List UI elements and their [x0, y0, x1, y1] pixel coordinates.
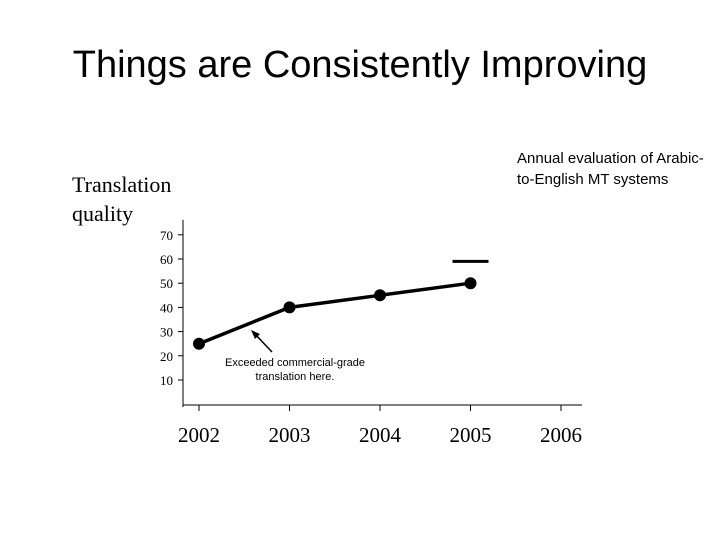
- series-line: [198, 281, 471, 346]
- y-tick-label: 60: [160, 252, 173, 267]
- x-tick-label: 2006: [540, 423, 582, 447]
- slide-title: Things are Consistently Improving: [72, 44, 648, 86]
- x-tick-label: 2005: [450, 423, 492, 447]
- callout-arrow-head: [251, 330, 260, 339]
- y-tick-label: 50: [160, 276, 173, 291]
- x-tick-label: 2002: [178, 423, 220, 447]
- data-point: [193, 337, 205, 350]
- y-tick-label: 30: [160, 325, 173, 340]
- y-tick-label: 20: [160, 349, 173, 364]
- data-point: [374, 289, 386, 302]
- commercial-grade-callout: Exceeded commercial-grade translation he…: [224, 357, 365, 383]
- y-tick-label: 70: [160, 228, 173, 243]
- data-point: [283, 301, 296, 314]
- data-point: [464, 277, 477, 290]
- x-tick-label: 2003: [269, 423, 311, 447]
- y-tick-label: 10: [160, 373, 173, 388]
- y-tick-label: 40: [160, 300, 173, 315]
- y-axis-label: Translation quality: [72, 172, 172, 226]
- x-tick-label: 2004: [359, 423, 402, 447]
- evaluation-note: Annual evaluation of Arabic-to-English M…: [517, 150, 704, 188]
